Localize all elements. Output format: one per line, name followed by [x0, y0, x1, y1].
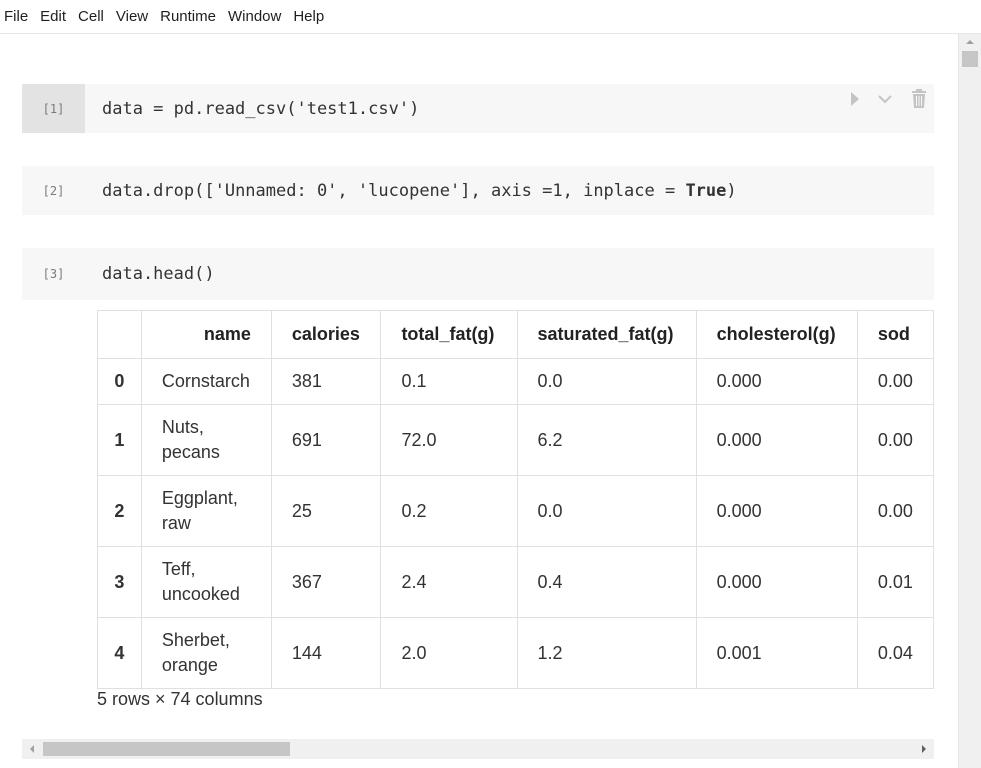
scroll-right-icon: [922, 745, 926, 753]
code-text: data = pd.read_csv(: [102, 98, 297, 119]
cell-calories: 25: [270, 475, 382, 547]
run-icon: [851, 92, 859, 106]
table-row: 2 Eggplant, raw 25 0.2 0.0 0.000 0.00: [97, 475, 934, 547]
column-header: total_fat(g): [380, 310, 518, 359]
cell-total-fat: 72.0: [380, 404, 518, 476]
code-cell-1[interactable]: [1] data = pd.read_csv('test1.csv'): [22, 84, 934, 133]
cell-calories: 691: [270, 404, 382, 476]
code-text: ,: [337, 180, 358, 201]
cell-name: Nuts, pecans: [140, 404, 272, 476]
cell-output: name calories total_fat(g) saturated_fat…: [97, 310, 934, 730]
cell-total-fat: 0.1: [380, 358, 518, 405]
cell-saturated-fat: 0.4: [516, 546, 697, 618]
cell-name: Teff, uncooked: [140, 546, 272, 618]
cell-total-fat: 2.4: [380, 546, 518, 618]
scroll-up-icon: [966, 40, 974, 44]
column-header: name: [140, 310, 272, 359]
cell-saturated-fat: 6.2: [516, 404, 697, 476]
scroll-left-icon: [30, 745, 34, 753]
cell-total-fat: 0.2: [380, 475, 518, 547]
table-row: 3 Teff, uncooked 367 2.4 0.4 0.000 0.01: [97, 546, 934, 618]
cell-cholesterol: 0.000: [695, 475, 858, 547]
column-header: saturated_fat(g): [516, 310, 697, 359]
cell-cholesterol: 0.000: [695, 358, 858, 405]
row-index: 0: [97, 358, 142, 405]
code-keyword: True: [685, 180, 727, 201]
cell-sodium: 0.04: [856, 617, 934, 689]
cell-toolbar: [840, 88, 934, 110]
scroll-left-button[interactable]: [22, 739, 42, 759]
cell-calories: 144: [270, 617, 382, 689]
table-header-row: name calories total_fat(g) saturated_fat…: [97, 310, 934, 359]
cell-cholesterol: 0.001: [695, 617, 858, 689]
menu-view[interactable]: View: [115, 7, 149, 25]
horizontal-scrollbar[interactable]: [22, 739, 934, 759]
index-header: [97, 310, 142, 359]
notebook-panel: [1] data = pd.read_csv('test1.csv'): [0, 34, 958, 768]
table-row: 1 Nuts, pecans 691 72.0 6.2 0.000 0.00: [97, 404, 934, 476]
cell-code-editor[interactable]: data.drop(['Unnamed: 0', 'lucopene'], ax…: [85, 181, 737, 201]
cell-prompt: [1]: [22, 84, 85, 133]
code-cell-2[interactable]: [2] data.drop(['Unnamed: 0', 'lucopene']…: [22, 166, 934, 215]
cell-code-editor[interactable]: data.head(): [102, 264, 215, 284]
column-header: calories: [270, 310, 382, 359]
cell-calories: 367: [270, 546, 382, 618]
dataframe-shape-note: 5 rows × 74 columns: [97, 689, 263, 709]
menubar: File Edit Cell View Runtime Window Help: [0, 0, 981, 34]
cell-name: Cornstarch: [140, 358, 272, 405]
column-header: sod: [856, 310, 934, 359]
row-index: 2: [97, 475, 142, 547]
trash-icon: [912, 89, 926, 108]
cell-saturated-fat: 1.2: [516, 617, 697, 689]
horizontal-scroll-thumb[interactable]: [43, 742, 290, 756]
column-header: cholesterol(g): [695, 310, 858, 359]
code-text: ): [409, 98, 420, 119]
menu-edit[interactable]: Edit: [40, 7, 67, 25]
cell-total-fat: 2.0: [380, 617, 518, 689]
dataframe-table: name calories total_fat(g) saturated_fat…: [97, 310, 934, 689]
run-cell-button[interactable]: [840, 88, 870, 110]
cell-saturated-fat: 0.0: [516, 475, 697, 547]
code-text: ], axis =1, inplace =: [460, 180, 686, 201]
code-string: 'test1.csv': [296, 98, 410, 119]
cell-cholesterol: 0.000: [695, 546, 858, 618]
cell-code-editor[interactable]: data = pd.read_csv('test1.csv'): [85, 99, 419, 119]
code-text: ): [726, 180, 737, 201]
cell-sodium: 0.00: [856, 358, 934, 405]
cell-prompt: [2]: [42, 183, 65, 198]
code-cell-3[interactable]: [3] data.head(): [22, 248, 934, 300]
cell-calories: 381: [270, 358, 382, 405]
table-row: 0 Cornstarch 381 0.1 0.0 0.000 0.00: [97, 358, 934, 405]
cell-cholesterol: 0.000: [695, 404, 858, 476]
row-index: 3: [97, 546, 142, 618]
menu-file[interactable]: File: [4, 7, 29, 25]
code-text: data.drop([: [102, 180, 215, 201]
row-index: 4: [97, 617, 142, 689]
cell-name: Sherbet, orange: [140, 617, 272, 689]
vertical-scroll-thumb[interactable]: [962, 51, 978, 67]
cell-saturated-fat: 0.0: [516, 358, 697, 405]
cell-prompt: [3]: [42, 267, 65, 281]
code-string: 'lucopene': [357, 180, 461, 201]
code-string: 'Unnamed: 0': [214, 180, 338, 201]
scroll-right-button[interactable]: [914, 739, 934, 759]
cell-sodium: 0.00: [856, 404, 934, 476]
chevron-down-icon: [878, 95, 892, 104]
cell-sodium: 0.00: [856, 475, 934, 547]
menu-cell[interactable]: Cell: [78, 7, 104, 25]
delete-cell-button[interactable]: [904, 88, 934, 110]
table-row: 4 Sherbet, orange 144 2.0 1.2 0.001 0.04: [97, 617, 934, 689]
cell-options-button[interactable]: [870, 88, 900, 110]
scroll-up-button[interactable]: [959, 34, 981, 50]
vertical-scrollbar[interactable]: [958, 34, 981, 768]
cell-name: Eggplant, raw: [140, 475, 272, 547]
menu-runtime[interactable]: Runtime: [160, 7, 216, 25]
row-index: 1: [97, 404, 142, 476]
menu-help[interactable]: Help: [293, 7, 325, 25]
cell-sodium: 0.01: [856, 546, 934, 618]
menu-window[interactable]: Window: [227, 7, 282, 25]
